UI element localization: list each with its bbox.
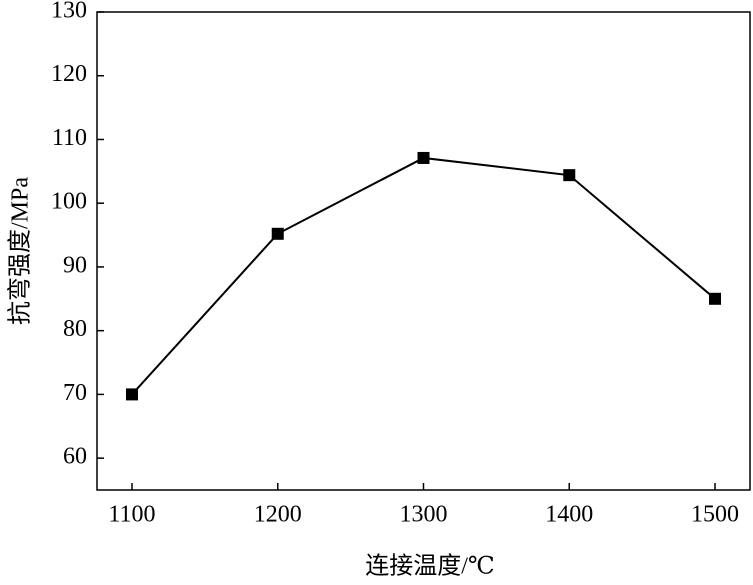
marker (125, 388, 138, 401)
x-tick-label: 1500 (691, 502, 739, 528)
y-tick-label: 130 (51, 0, 87, 24)
plot-frame (96, 11, 751, 491)
y-tick-label: 80 (63, 316, 87, 342)
marker (709, 292, 722, 305)
x-tick-label: 1200 (254, 502, 302, 528)
x-axis-label: 连接温度/℃ (365, 553, 495, 580)
x-tick-label: 1300 (400, 502, 448, 528)
x-tick-label: 1400 (545, 502, 593, 528)
y-tick-label: 110 (52, 125, 87, 151)
y-tick-label: 100 (51, 189, 87, 215)
y-tick-label: 120 (51, 61, 87, 87)
y-tick-label: 60 (63, 444, 87, 470)
y-axis-label: 抗弯强度/MPa (7, 177, 34, 325)
line (131, 156, 716, 396)
x-tick-label: 1100 (108, 502, 155, 528)
marker (563, 169, 576, 182)
y-tick-label: 70 (63, 380, 87, 406)
marker (271, 227, 284, 240)
y-tick-label: 90 (63, 252, 87, 278)
marker (417, 151, 430, 164)
